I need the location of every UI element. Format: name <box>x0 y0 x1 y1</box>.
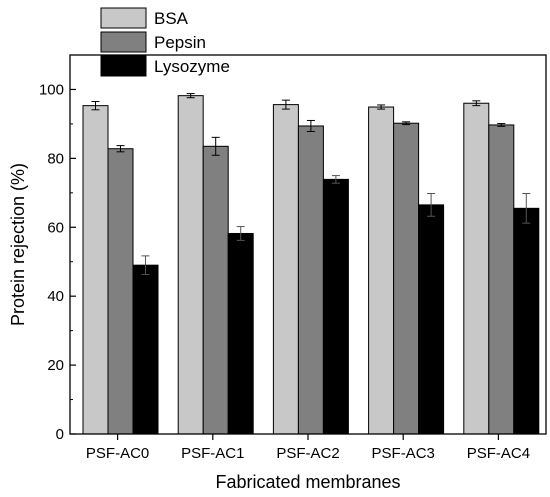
y-axis: 0 20 40 60 80 100 <box>39 81 76 443</box>
y-axis-title: Protein rejection (%) <box>8 163 28 326</box>
legend-label-bsa: BSA <box>154 9 189 28</box>
legend-swatch-lysozyme <box>100 55 147 77</box>
bar-lysozyme <box>322 178 349 435</box>
legend-label-lysozyme: Lysozyme <box>154 57 230 76</box>
bar-lysozyme <box>418 204 445 435</box>
legend-swatch-bsa <box>100 7 147 29</box>
y-tick-label: 0 <box>56 426 64 443</box>
bar-lysozyme <box>513 207 540 435</box>
x-tick-label: PSF-AC0 <box>86 445 149 462</box>
bar-lysozyme <box>227 232 254 435</box>
x-tick-label: PSF-AC3 <box>372 445 435 462</box>
y-tick-label: 100 <box>39 81 64 98</box>
bars-layer <box>82 95 540 435</box>
bar-bsa <box>177 95 204 435</box>
x-axis: PSF-AC0 PSF-AC1 PSF-AC2 PSF-AC3 PSF-AC4 <box>86 434 530 462</box>
bar-pepsin <box>488 124 515 435</box>
y-tick-label: 60 <box>47 219 64 236</box>
bar-bsa <box>368 106 395 435</box>
x-tick-label: PSF-AC2 <box>276 445 339 462</box>
bar-pepsin <box>202 145 229 435</box>
bar-bsa <box>82 105 109 435</box>
bar-pepsin <box>297 125 324 435</box>
y-tick-label: 80 <box>47 150 64 167</box>
bar-bsa <box>272 104 299 435</box>
bar-bsa <box>463 102 490 435</box>
bar-lysozyme <box>132 264 159 435</box>
bar-pepsin <box>393 122 420 435</box>
x-axis-title: Fabricated membranes <box>215 472 400 492</box>
bar-pepsin <box>107 148 134 435</box>
legend-swatch-pepsin <box>100 31 147 53</box>
y-tick-label: 20 <box>47 357 64 374</box>
legend: BSA Pepsin Lysozyme <box>100 7 230 77</box>
x-tick-label: PSF-AC1 <box>181 445 244 462</box>
legend-label-pepsin: Pepsin <box>154 33 206 52</box>
error-bars-layer <box>91 93 531 275</box>
x-tick-label: PSF-AC4 <box>467 445 530 462</box>
y-tick-label: 40 <box>47 288 64 305</box>
